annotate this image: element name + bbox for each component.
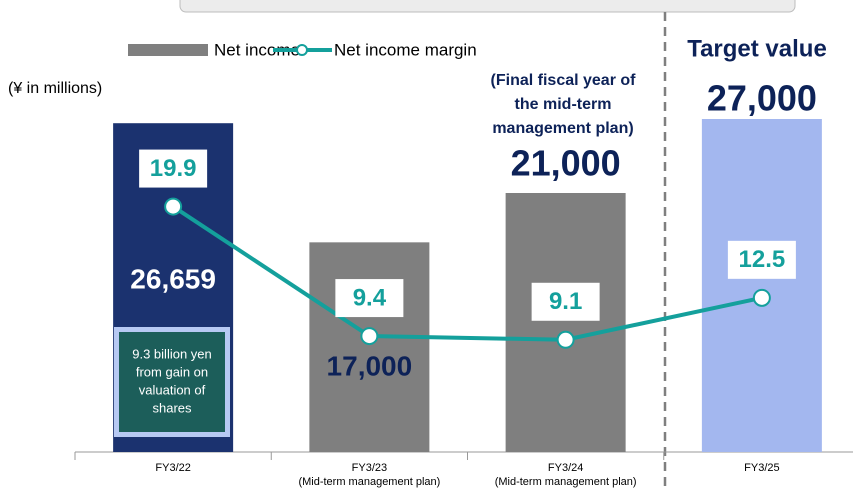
- point-label: 19.9: [150, 155, 197, 182]
- point-label-box: [139, 149, 208, 188]
- final-year-note: management plan): [492, 120, 633, 137]
- target-label: Target value: [687, 35, 827, 62]
- note-box: [119, 332, 225, 432]
- point-label-box: [727, 240, 796, 279]
- bar: [309, 242, 430, 452]
- bar-value-label: 27,000: [707, 78, 817, 119]
- header-box: [179, 0, 796, 13]
- x-tick-note: (Mid-term management plan): [495, 476, 637, 488]
- point-label: 12.5: [739, 246, 786, 273]
- note-text: 9.3 billion yen: [132, 346, 212, 361]
- x-tick-note: (Mid-term management plan): [298, 476, 440, 488]
- legend-swatch: [296, 44, 308, 56]
- legend-label: Net income margin: [334, 40, 477, 59]
- bar-value-label: 26,659: [130, 264, 216, 295]
- final-year-note: (Final fiscal year of: [491, 72, 637, 89]
- legend-swatch: [128, 44, 208, 56]
- x-tick-label: FY3/24: [548, 462, 583, 474]
- point-label-box: [531, 282, 600, 321]
- bar-value-label: 21,000: [511, 143, 621, 184]
- point-label-box: [335, 279, 404, 318]
- final-year-note: the mid-term: [515, 96, 612, 113]
- line-point: [164, 197, 183, 216]
- line-point: [556, 330, 575, 349]
- legend-label: Net income: [214, 40, 300, 59]
- note-text: valuation of: [139, 382, 206, 397]
- line: [172, 204, 763, 342]
- x-tick-label: FY3/25: [744, 462, 779, 474]
- note-text: from gain on: [136, 364, 208, 379]
- bar: [505, 193, 626, 452]
- note-text: shares: [152, 400, 192, 415]
- x-tick-label: FY3/23: [352, 462, 387, 474]
- line-point: [360, 327, 379, 346]
- line-point: [752, 288, 771, 307]
- point-label: 9.4: [353, 284, 387, 311]
- point-label: 9.1: [549, 288, 582, 315]
- bar-value-label: 17,000: [327, 351, 413, 382]
- unit-label: (¥ in millions): [8, 80, 102, 97]
- x-tick-label: FY3/22: [155, 462, 190, 474]
- bar: [701, 119, 822, 452]
